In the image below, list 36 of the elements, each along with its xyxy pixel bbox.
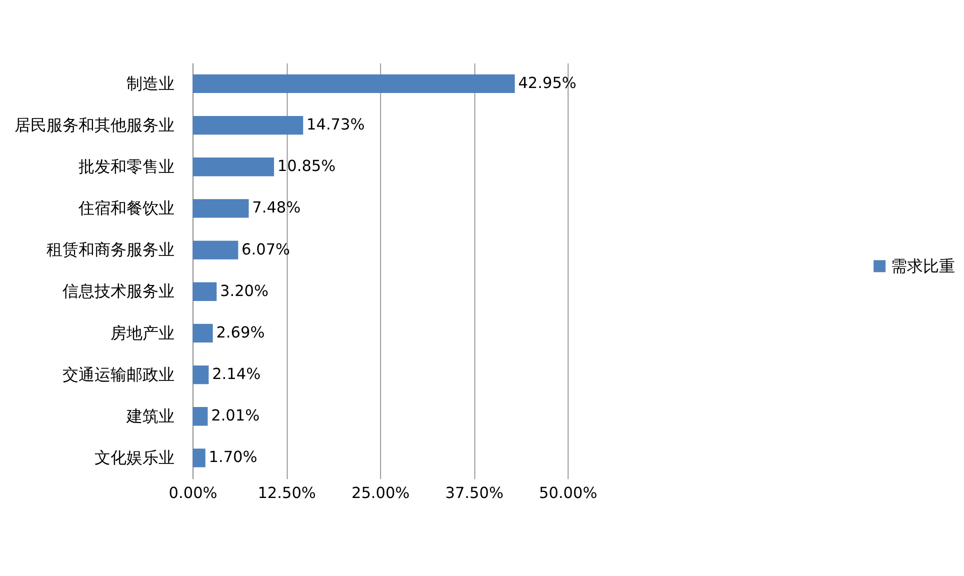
bar [192,407,208,426]
x-tick-label: 0.00% [168,484,218,502]
x-tick-label: 50.00% [539,484,598,502]
y-tick-label: 居民服务和其他服务业 [14,115,174,134]
x-tick-label: 37.50% [445,484,504,502]
y-tick-label: 交通运输邮政业 [62,364,174,384]
y-tick-label: 住宿和餐饮业 [77,198,174,218]
data-label: 3.20% [220,282,269,300]
bar [192,199,249,218]
y-tick-label: 文化娱乐业 [94,448,174,468]
bar [192,365,209,384]
bar [192,74,515,94]
data-label: 10.85% [277,157,336,176]
data-label: 7.48% [252,198,301,217]
legend-label: 需求比重 [891,256,956,276]
bar [192,240,238,260]
data-label: 6.07% [242,240,290,258]
bar [192,448,206,468]
x-tick-label: 25.00% [351,484,410,502]
data-label: 14.73% [306,116,365,134]
data-label: 1.70% [208,448,258,466]
data-label: 2.01% [211,406,260,425]
y-tick-label: 房地产业 [110,323,174,342]
y-tick-label: 租赁和商务服务业 [46,240,174,260]
bar [192,158,274,176]
x-tick-label: 12.50% [258,484,316,502]
data-label: 2.14% [212,365,261,384]
data-label: 42.95% [518,74,576,92]
y-tick-label: 制造业 [126,74,174,93]
bar [192,282,217,301]
bar [192,324,213,343]
y-tick-label: 建筑业 [125,406,174,426]
bar [192,116,304,135]
y-tick-label: 批发和零售业 [78,156,174,176]
data-label: 2.69% [216,323,265,342]
y-tick-label: 信息技术服务业 [62,282,174,301]
